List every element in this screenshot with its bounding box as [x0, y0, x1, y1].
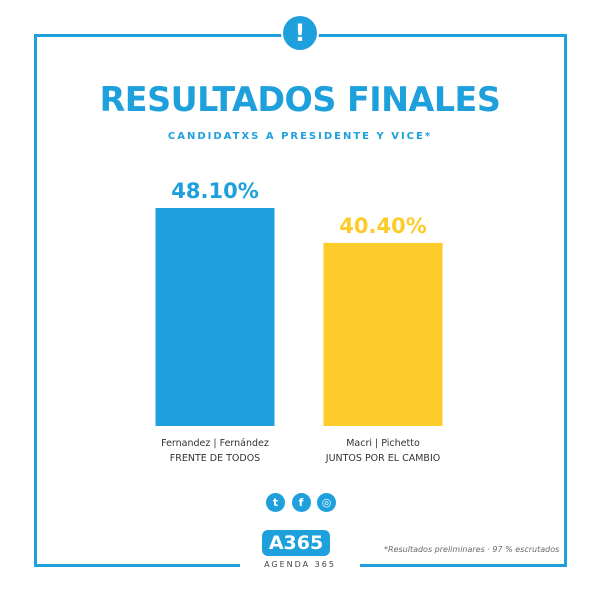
- brand-logo: A365: [257, 528, 335, 558]
- page-title: RESULTADOS FINALES: [99, 80, 501, 120]
- category-sublabel-1: JUNTOS POR EL CAMBIO: [325, 453, 440, 464]
- value-label-0: 48.10%: [171, 179, 258, 203]
- logo-text: A365: [262, 530, 330, 556]
- page-subtitle: CANDIDATXS A PRESIDENTE Y VICE*: [167, 131, 433, 142]
- twitter-icon[interactable]: t: [266, 493, 285, 512]
- footnote: *Resultados preliminares · 97 % escrutad…: [384, 545, 560, 554]
- alert-badge: !: [281, 14, 319, 52]
- category-sublabel-0: FRENTE DE TODOS: [170, 453, 260, 464]
- logo-subtext: AGENDA 365: [240, 560, 360, 569]
- category-label-0: Fernandez | Fernández: [161, 438, 269, 449]
- bar-0: [155, 208, 275, 426]
- exclamation-icon: !: [283, 16, 317, 50]
- instagram-icon[interactable]: ◎: [317, 493, 336, 512]
- facebook-icon[interactable]: f: [291, 493, 311, 512]
- category-label-1: Macri | Pichetto: [346, 438, 420, 449]
- bar-1: [323, 242, 443, 426]
- value-label-1: 40.40%: [339, 214, 426, 238]
- social-links: t f ◎: [266, 493, 336, 513]
